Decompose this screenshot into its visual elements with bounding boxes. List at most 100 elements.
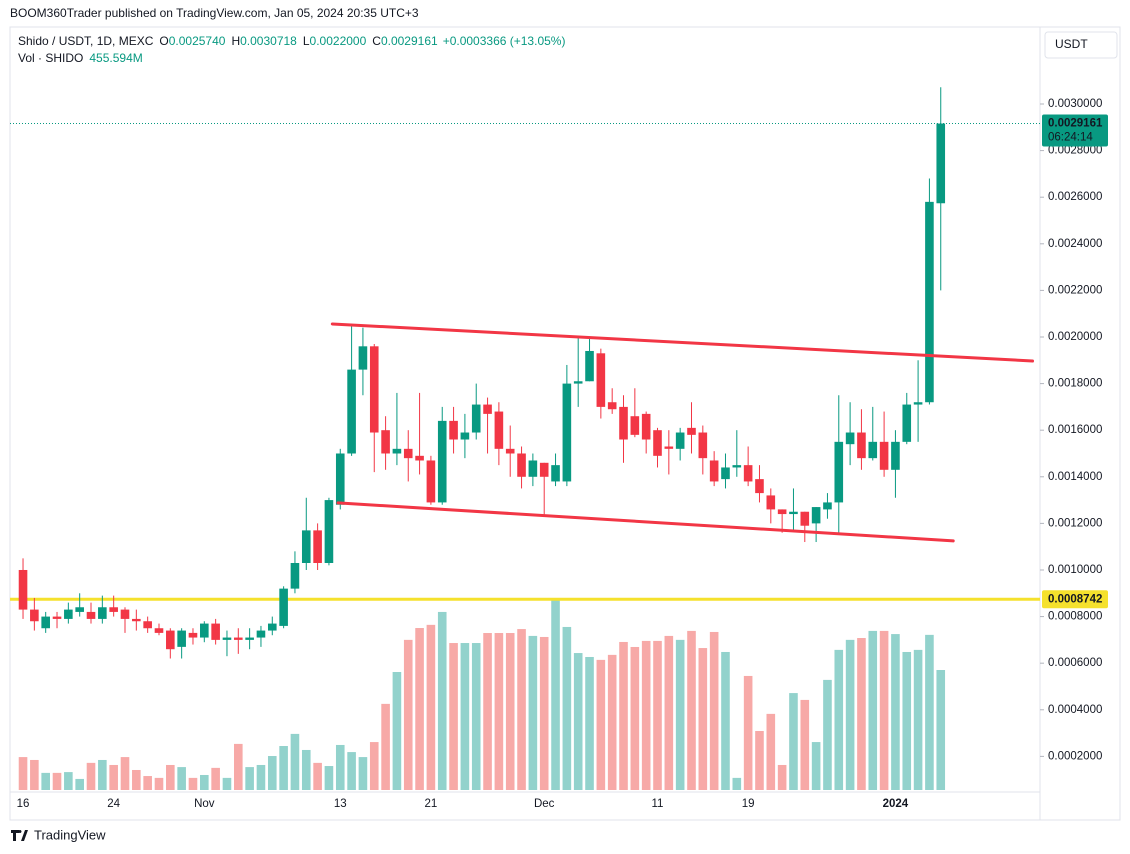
volume-bar	[245, 767, 254, 790]
candle-body	[313, 530, 322, 563]
volume-bar	[551, 599, 560, 790]
volume-bar	[891, 634, 900, 790]
candle-body	[143, 621, 152, 629]
candle-body	[936, 123, 946, 204]
legend-line: Shido / USDT, 1D, MEXC O0.0025740 H0.00307…	[18, 34, 565, 48]
candle-body	[891, 441, 900, 470]
currency-button[interactable]	[1044, 31, 1118, 59]
candle-body	[471, 404, 481, 433]
candle-body	[200, 623, 209, 638]
y-tick-label: 0.0022000	[1048, 284, 1102, 296]
candle-body	[868, 441, 878, 459]
volume-legend: Vol · SHIDO 455.594M	[18, 51, 143, 65]
candle-body	[177, 630, 186, 647]
volume-bar	[925, 634, 934, 790]
legend-key: O	[159, 34, 168, 48]
candle-body	[335, 453, 345, 505]
volume-bar	[675, 639, 685, 790]
volume-bar	[868, 630, 878, 790]
candle-body	[777, 509, 787, 515]
volume-bar	[494, 633, 504, 790]
candle-body	[539, 462, 549, 477]
legend-value: 0.0025740	[169, 34, 226, 48]
volume-bar	[823, 679, 832, 790]
x-tick-label: Nov	[194, 798, 215, 810]
volume-bar	[335, 744, 345, 790]
candle-body	[721, 467, 730, 480]
volume-bar	[755, 730, 764, 790]
volume-bar	[301, 749, 311, 790]
legend-key: H	[231, 34, 240, 48]
volume-bar	[528, 635, 538, 790]
volume-bar	[437, 611, 447, 790]
legend-value: 0.0022000	[310, 34, 367, 48]
candle-body	[834, 441, 844, 503]
candle-body	[120, 609, 130, 619]
candle-body	[75, 607, 84, 612]
candle-body	[369, 346, 379, 433]
y-tick-label: 0.0004000	[1048, 704, 1102, 716]
hline-price-box	[1042, 590, 1108, 609]
volume-bar	[279, 746, 288, 790]
candle-body	[109, 607, 118, 612]
volume-bar	[709, 631, 719, 790]
volume-bar	[64, 772, 73, 790]
volume-bar	[834, 649, 844, 790]
volume-bar	[200, 774, 209, 790]
candle-body	[245, 637, 254, 640]
currency-button-label[interactable]: USDT	[1055, 37, 1088, 51]
candle-body	[52, 616, 62, 619]
candle-body	[811, 507, 821, 524]
volume-bar	[233, 743, 243, 790]
trendline	[336, 501, 955, 543]
x-tick-label: 24	[107, 798, 120, 810]
candle-body	[188, 632, 198, 638]
candle-body	[879, 441, 889, 470]
candle-body	[630, 416, 640, 435]
volume-bar	[267, 756, 277, 790]
volume-bar	[188, 777, 198, 790]
volume-bar	[403, 639, 413, 790]
candle-body	[800, 511, 810, 526]
y-tick-label: 0.0018000	[1048, 378, 1102, 390]
publisher: BOOM360Trader published on TradingView.c…	[10, 6, 419, 20]
volume-bar	[313, 762, 322, 790]
hline-price-label: 0.0008742	[1048, 593, 1102, 605]
candle-body	[403, 448, 413, 459]
candle-body	[358, 346, 368, 370]
candle-body	[483, 404, 492, 414]
candle-body	[98, 607, 107, 619]
brand: TradingView	[34, 827, 106, 842]
volume-bar	[369, 742, 379, 790]
candle-body	[664, 446, 674, 449]
volume-bar	[471, 643, 481, 790]
legend-value: 0.0030718	[240, 34, 297, 48]
candle-body	[925, 201, 934, 403]
volume-bar	[52, 772, 62, 790]
trendline	[330, 322, 1035, 363]
volume-bar	[256, 764, 266, 790]
candle-body	[279, 588, 288, 626]
volume-bar	[120, 757, 130, 790]
volume-bar	[902, 651, 912, 790]
volume-bar	[913, 649, 923, 790]
candle-body	[211, 623, 220, 640]
volume-bar	[766, 713, 776, 790]
volume-title: Vol · SHIDO	[18, 51, 83, 65]
volume-bar	[619, 641, 628, 790]
y-tick-label: 0.0024000	[1048, 238, 1102, 250]
volume-bar	[607, 654, 617, 790]
volume-bar	[41, 772, 50, 790]
candle-body	[154, 628, 164, 633]
candle-body	[687, 427, 696, 435]
volume-bar	[392, 671, 402, 790]
candle-body	[585, 350, 594, 382]
candle-body	[505, 448, 515, 454]
x-tick-label: 16	[17, 798, 30, 810]
volume-bar	[687, 630, 696, 790]
candle-body	[607, 402, 617, 410]
x-tick-label: 21	[425, 798, 438, 810]
candle-body	[86, 611, 96, 619]
volume-bar	[18, 757, 28, 790]
volume-bar	[664, 635, 674, 790]
